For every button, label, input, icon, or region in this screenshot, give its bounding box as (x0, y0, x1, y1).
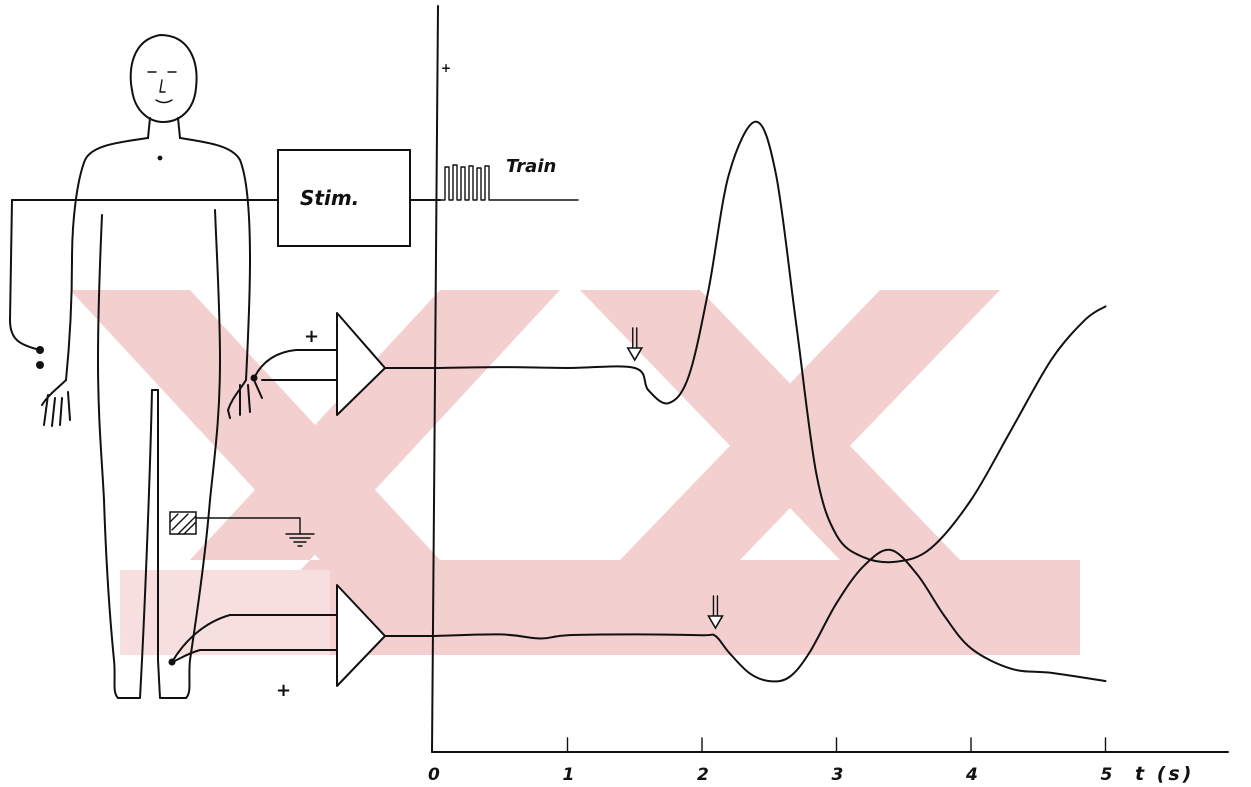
response-trace-1 (432, 120, 1107, 564)
y-axis-line (431, 5, 439, 753)
upper-amplifier-plus: + (304, 326, 319, 347)
ground-electrode-patch (169, 511, 197, 535)
x-tick-label: 2 (697, 765, 709, 785)
x-tick-label: 5 (1101, 765, 1113, 785)
onset-arrow-2 (707, 595, 724, 630)
ground-symbol (195, 517, 315, 547)
watermark-logo (70, 290, 1080, 655)
y-axis-mark: + (441, 61, 451, 75)
x-axis-label: t (s) (1135, 763, 1194, 785)
stimulator-wiring (9, 199, 441, 351)
x-tick-label: 0 (428, 765, 440, 785)
x-tick-label: 4 (965, 765, 978, 785)
train-label: Train (506, 156, 556, 177)
stimulus-train-trace (439, 164, 579, 201)
upper-amplifier (253, 312, 433, 416)
x-tick-label: 3 (832, 765, 844, 785)
chart-axes: + 0 1 2 3 4 5 t (s) (428, 5, 1229, 785)
body-electrodes (36, 346, 258, 666)
stim-electrode-2 (36, 361, 44, 369)
stimulator-box (277, 149, 411, 247)
lower-amplifier-plus: + (276, 680, 291, 701)
x-tick-label: 1 (563, 765, 575, 785)
lower-amplifier (171, 584, 433, 687)
onset-arrow-1 (626, 327, 644, 362)
response-trace-2 (432, 548, 1107, 683)
stimulator-label: Stim. (300, 186, 359, 210)
human-body-figure (41, 34, 263, 699)
